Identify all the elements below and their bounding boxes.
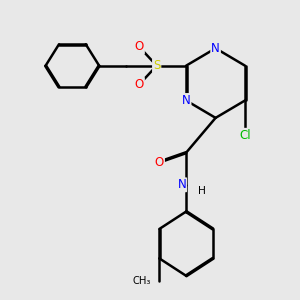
Text: N: N <box>211 42 220 55</box>
Text: S: S <box>153 59 160 72</box>
Text: N: N <box>182 94 190 107</box>
Text: H: H <box>198 187 206 196</box>
Text: N: N <box>177 178 186 191</box>
Text: O: O <box>135 40 144 53</box>
Text: O: O <box>135 78 144 91</box>
Text: Cl: Cl <box>239 129 251 142</box>
Text: CH₃: CH₃ <box>133 276 151 286</box>
Text: O: O <box>155 155 164 169</box>
